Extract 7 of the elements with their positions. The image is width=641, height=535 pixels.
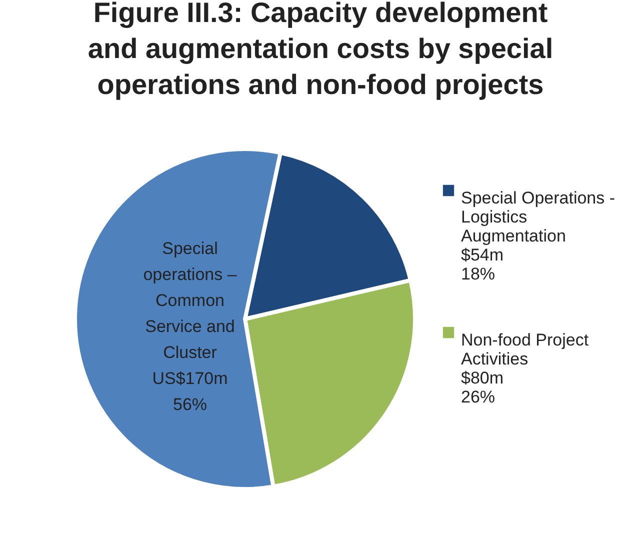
legend-label: Special Operations - Logistics Augmentation — [461, 188, 616, 246]
data-label: $54m 18% — [461, 246, 504, 284]
slice-label: Special operations – Common Service and Cluster — [143, 239, 238, 362]
chart-title: Figure III.3: Capacity development and augmentation costs by special operations and non-food projects — [88, 0, 554, 100]
legend-label: Non-food Project Activities — [461, 330, 589, 368]
data-label: $80m 26% — [461, 368, 504, 406]
data-label: US$170m 56% — [152, 369, 228, 414]
